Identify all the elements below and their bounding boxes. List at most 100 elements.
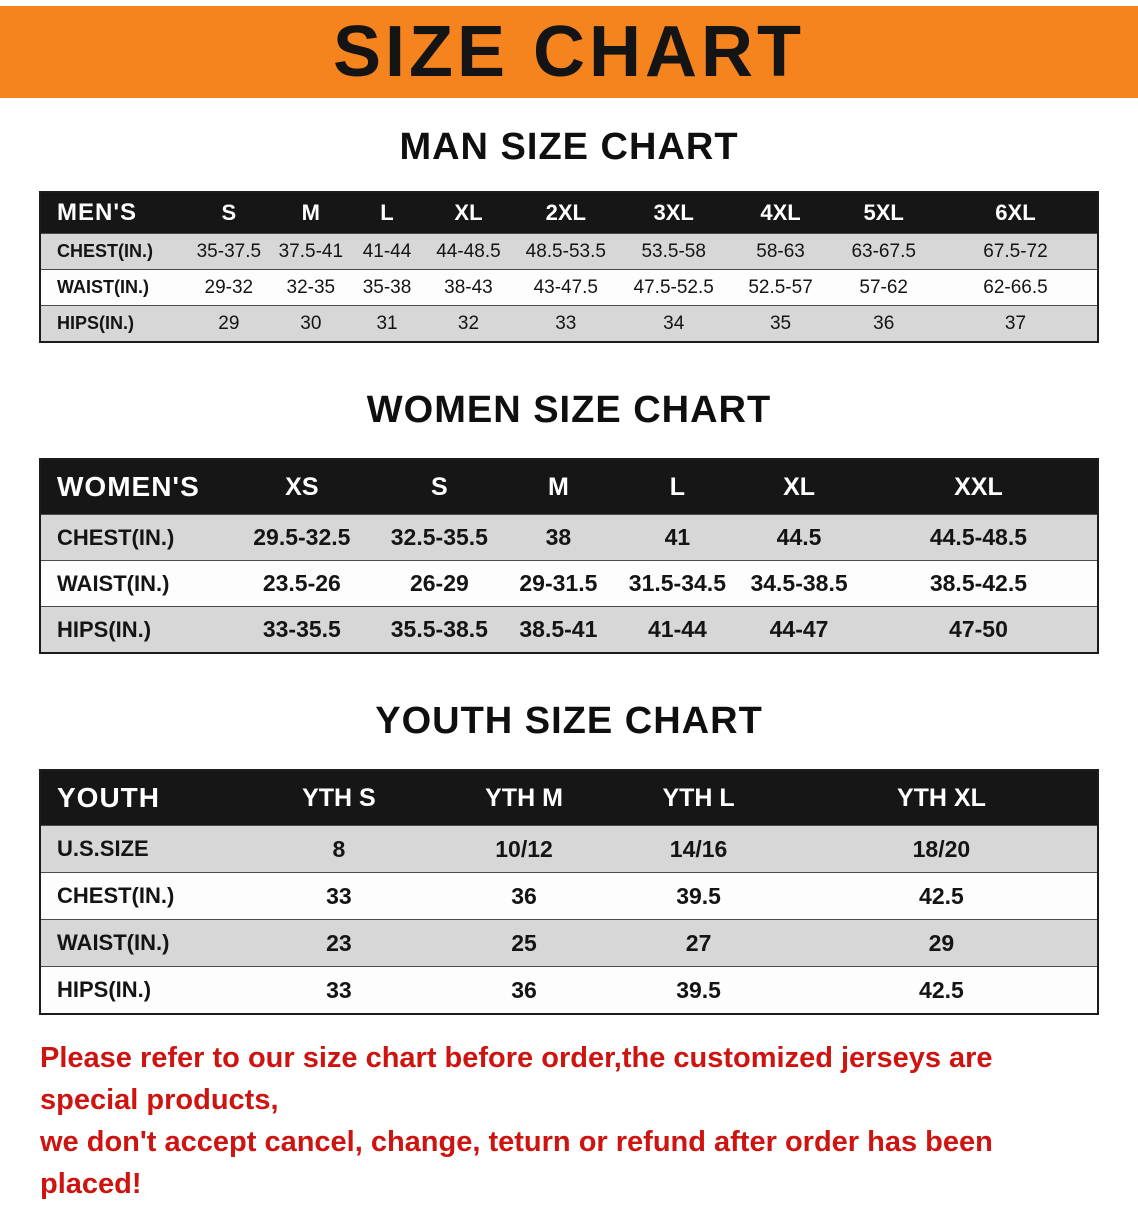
size-value: 44.5: [776, 524, 822, 550]
disclaimer-line-2: we don't accept cancel, change, teturn o…: [40, 1126, 993, 1201]
size-value: 29-32: [204, 276, 254, 298]
size-value: 48.5-53.5: [525, 240, 606, 262]
men-size-table: MEN'S S M L XL 2XL 3XL 4XL 5XL 6XL CHEST(IN.) 35-37…: [39, 191, 1099, 343]
women-measure-row: CHEST(IN.) 29.5-32.5 32.5-35.5 38 41 44.5 44.5…: [40, 514, 1098, 561]
row-label: WAIST(IN.): [57, 930, 170, 955]
size-value: 52.5-57: [748, 276, 813, 298]
men-header-row: MEN'S S M L XL 2XL 3XL 4XL 5XL 6XL: [40, 192, 1098, 234]
row-label: CHEST(IN.): [57, 524, 175, 550]
men-column-header: M: [301, 200, 320, 225]
row-label: WAIST(IN.): [57, 570, 170, 596]
youth-size-table: YOUTH YTH S YTH M YTH L YTH XL U.S.SIZE 8 10/12…: [39, 769, 1099, 1015]
size-value: 23.5-26: [262, 570, 341, 596]
youth-column-header: YTH S: [302, 783, 376, 812]
size-value: 29-31.5: [519, 570, 598, 596]
size-value: 36: [511, 976, 537, 1003]
men-column-header: XL: [454, 200, 483, 225]
size-value: 53.5-58: [641, 240, 706, 262]
size-value: 42.5: [919, 976, 964, 1003]
men-column-header: 3XL: [653, 200, 694, 225]
size-value: 42.5: [919, 882, 964, 909]
men-size-chart-section: MAN SIZE CHART MEN'S S M L XL 2XL 3XL 4XL 5XL 6XL C…: [0, 126, 1138, 343]
size-value: 10/12: [495, 835, 553, 862]
size-value: 39.5: [676, 976, 721, 1003]
disclaimer: Please refer to our size chart before or…: [40, 1037, 1098, 1205]
men-column-header: S: [221, 200, 237, 225]
women-column-header: L: [669, 472, 686, 501]
size-value: 29: [218, 312, 240, 334]
women-column-header: S: [431, 472, 448, 501]
size-value: 44-47: [769, 616, 829, 642]
size-value: 43-47.5: [533, 276, 599, 298]
size-value: 36: [511, 882, 537, 909]
men-column-header: 4XL: [760, 200, 801, 225]
size-value: 33: [555, 312, 577, 334]
men-measure-row: HIPS(IN.) 29 30 31 32 33 34 35 36 37: [40, 305, 1098, 342]
size-value: 36: [873, 312, 895, 334]
men-column-header: 5XL: [863, 200, 904, 225]
size-value: 47-50: [949, 616, 1008, 642]
women-column-header: XS: [285, 472, 319, 501]
size-value: 32.5-35.5: [390, 524, 488, 550]
row-label: HIPS(IN.): [57, 977, 152, 1002]
banner-title: SIZE CHART: [333, 12, 805, 92]
men-measure-row: WAIST(IN.) 29-32 32-35 35-38 38-43 43-47.5 47.…: [40, 269, 1098, 306]
size-value: 33-35.5: [262, 616, 341, 642]
size-value: 35: [769, 312, 792, 334]
size-value: 33: [326, 882, 352, 909]
size-value: 31.5-34.5: [628, 570, 726, 596]
youth-column-header: YTH M: [485, 783, 563, 812]
size-value: 29: [928, 929, 955, 956]
disclaimer-line-1: Please refer to our size chart before or…: [40, 1042, 993, 1117]
size-value: 47.5-52.5: [633, 276, 714, 298]
size-chart-banner: SIZE CHART: [0, 6, 1138, 98]
size-value: 38: [545, 524, 572, 550]
row-label: U.S.SIZE: [57, 836, 149, 861]
size-value: 35.5-38.5: [390, 616, 488, 642]
size-value: 34.5-38.5: [750, 570, 848, 596]
size-value: 44.5-48.5: [929, 524, 1028, 550]
size-value: 57-62: [859, 276, 908, 298]
size-value: 29.5-32.5: [253, 524, 351, 550]
size-value: 63-67.5: [851, 240, 916, 262]
men-column-header: 6XL: [995, 200, 1036, 225]
women-column-header: M: [547, 472, 569, 501]
size-value: 8: [332, 835, 346, 862]
size-value: 58-63: [756, 240, 805, 262]
youth-column-header: YTH XL: [896, 783, 986, 812]
men-measure-row: CHEST(IN.) 35-37.5 37.5-41 41-44 44-48.5 48.5…: [40, 233, 1098, 270]
women-size-table: WOMEN'S XS S M L XL XXL CHEST(IN.) 29.5-32.5 32.5…: [39, 458, 1099, 654]
youth-measure-row: CHEST(IN.) 33 36 39.5 42.5: [40, 872, 1098, 920]
men-column-header: 2XL: [545, 200, 586, 225]
size-value: 27: [685, 929, 712, 956]
size-value: 14/16: [669, 835, 728, 862]
size-value: 38.5-42.5: [929, 570, 1028, 596]
size-value: 32-35: [286, 276, 336, 298]
size-value: 18/20: [912, 835, 971, 862]
size-value: 34: [663, 312, 685, 334]
youth-measure-row: WAIST(IN.) 23 25 27 29: [40, 919, 1098, 967]
size-chart-sections: MAN SIZE CHART MEN'S S M L XL 2XL 3XL 4XL 5XL 6XL C…: [0, 126, 1138, 1015]
size-value: 35-38: [362, 276, 412, 298]
row-label: HIPS(IN.): [57, 616, 152, 642]
size-value: 30: [300, 312, 322, 334]
men-chart-heading: MAN SIZE CHART: [399, 126, 739, 168]
men-column-header: L: [380, 200, 394, 225]
size-value: 23: [326, 929, 352, 956]
size-value: 37.5-41: [278, 240, 344, 262]
row-label: CHEST(IN.): [57, 883, 175, 908]
women-chart-heading: WOMEN SIZE CHART: [366, 389, 772, 431]
size-value: 25: [511, 929, 537, 956]
size-value: 38-43: [444, 276, 493, 298]
row-label: HIPS(IN.): [57, 313, 135, 333]
size-value: 37: [1004, 312, 1027, 334]
size-value: 32: [457, 312, 480, 334]
size-value: 38.5-41: [519, 616, 598, 642]
youth-measure-row: U.S.SIZE 8 10/12 14/16 18/20: [40, 825, 1098, 873]
youth-header-row: YOUTH YTH S YTH M YTH L YTH XL: [40, 770, 1098, 826]
size-value: 44-48.5: [436, 240, 501, 262]
youth-chart-heading: YOUTH SIZE CHART: [375, 700, 763, 742]
size-value: 67.5-72: [983, 240, 1048, 262]
row-label: WAIST(IN.): [57, 277, 149, 297]
women-group-label: WOMEN'S: [57, 471, 200, 502]
